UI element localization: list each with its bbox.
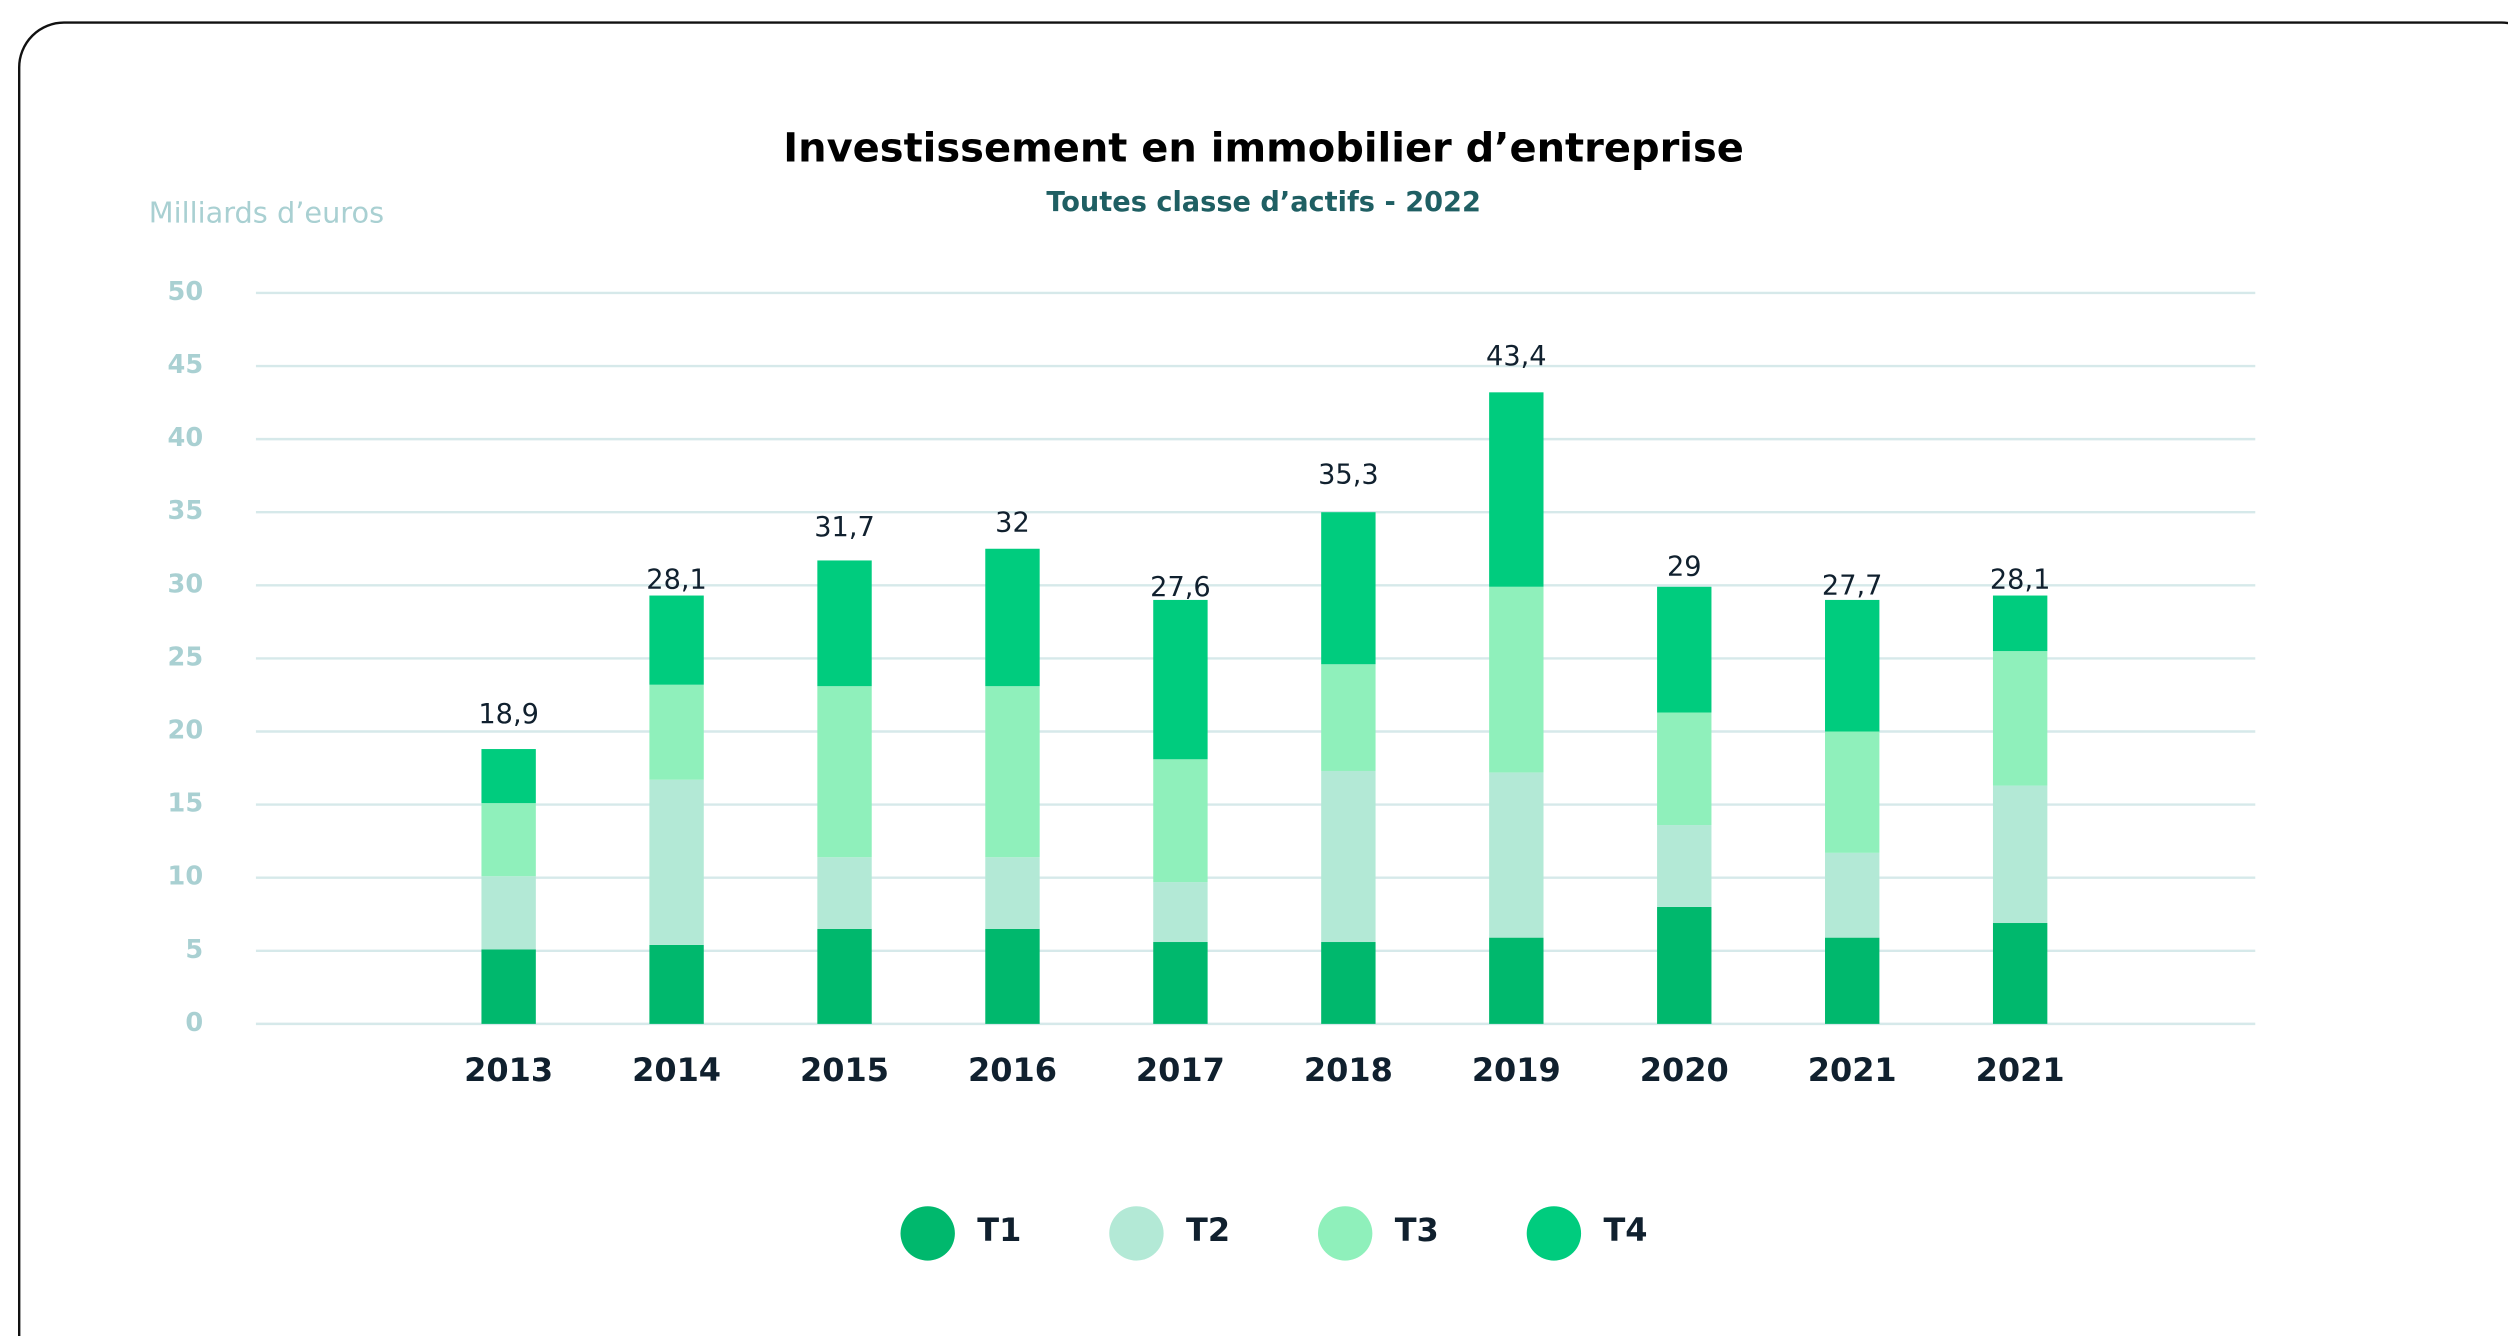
legend-label: T1 — [977, 1211, 1021, 1249]
bar-segment — [817, 857, 872, 929]
total-label: 18,9 — [478, 699, 539, 730]
bar-segment — [1321, 770, 1376, 943]
y-tick-label: 15 — [168, 789, 204, 819]
bar-segment — [985, 548, 1040, 687]
y-tick-label: 35 — [168, 496, 204, 526]
y-tick-label: 30 — [168, 569, 204, 599]
bar-segment — [1825, 731, 1880, 853]
y-tick-label: 20 — [168, 715, 204, 745]
bar-segment — [817, 560, 872, 687]
x-tick-label: 2021 — [1976, 1051, 2065, 1089]
bar-segment — [649, 779, 704, 945]
bar-segment — [1489, 586, 1544, 773]
bar-segment — [985, 857, 1040, 929]
y-tick-label: 5 — [185, 935, 203, 965]
bar-segment — [1657, 906, 1712, 1024]
legend-swatch — [1526, 1206, 1582, 1261]
bar-segment — [1153, 882, 1208, 943]
bar-segment — [481, 803, 536, 877]
bar-segment — [1321, 942, 1376, 1024]
bar-segment — [1321, 512, 1376, 665]
bar-segment — [1992, 595, 2048, 652]
legend-label: T3 — [1395, 1211, 1439, 1249]
y-axis-label: Milliards d’euros — [149, 196, 384, 230]
total-label: 27,6 — [1150, 572, 1211, 603]
bar-segment — [817, 928, 872, 1024]
bar-segment — [1153, 599, 1208, 760]
bar-segment — [1657, 825, 1712, 907]
x-tick-label: 2014 — [632, 1051, 721, 1089]
legend-swatch — [1109, 1206, 1164, 1261]
total-label: 43,4 — [1486, 341, 1547, 372]
y-tick-label: 50 — [168, 277, 204, 307]
x-tick-label: 2015 — [800, 1051, 889, 1089]
bar-segment — [1153, 942, 1208, 1024]
bar-segment — [985, 928, 1040, 1024]
card — [18, 21, 2508, 1336]
legend-label: T2 — [1186, 1211, 1230, 1249]
bar-segment — [649, 944, 704, 1024]
bar-segment — [1489, 392, 1544, 587]
x-tick-label: 2021 — [1808, 1051, 1897, 1089]
bar-segment — [481, 949, 536, 1024]
bar-segment — [1992, 923, 2048, 1024]
bar-segment — [1489, 772, 1544, 938]
bar-segment — [1825, 599, 1880, 732]
y-tick-label: 10 — [168, 862, 204, 892]
x-tick-label: 2013 — [464, 1051, 553, 1089]
bar-segment — [1825, 937, 1880, 1024]
bar-segment — [1153, 759, 1208, 883]
legend-swatch — [900, 1206, 955, 1261]
bar-segment — [1992, 651, 2048, 786]
y-tick-label: 45 — [168, 350, 204, 380]
legend-swatch — [1317, 1206, 1373, 1261]
y-tick-label: 25 — [168, 642, 204, 672]
total-label: 27,7 — [1822, 570, 1883, 601]
bar-segment — [649, 684, 704, 780]
legend-label: T4 — [1603, 1211, 1647, 1249]
total-label: 32 — [995, 508, 1030, 539]
total-label: 28,1 — [646, 565, 707, 596]
x-tick-label: 2019 — [1472, 1051, 1561, 1089]
bar-segment — [1657, 712, 1712, 826]
y-tick-label: 40 — [168, 423, 204, 453]
bar-segment — [1825, 852, 1880, 938]
bar-segment — [1321, 664, 1376, 771]
bar-segment — [1992, 785, 2048, 924]
x-tick-label: 2017 — [1136, 1051, 1225, 1089]
bar-segment — [985, 686, 1040, 858]
bar-segment — [1489, 937, 1544, 1024]
total-label: 31,7 — [814, 512, 875, 543]
chart-subtitle: Toutes classe d’actifs - 2022 — [1046, 187, 1481, 218]
bar-segment — [649, 595, 704, 685]
bar-segment — [481, 749, 536, 804]
bar-segment — [1657, 586, 1712, 713]
y-tick-label: 0 — [185, 1008, 203, 1038]
chart-title: Investissement en immobilier d’entrepris… — [783, 126, 1744, 172]
bar-segment — [481, 876, 536, 950]
total-label: 28,1 — [1990, 565, 2051, 596]
x-tick-label: 2018 — [1304, 1051, 1393, 1089]
total-label: 29 — [1667, 551, 1702, 582]
bar-segment — [817, 686, 872, 858]
x-tick-label: 2020 — [1640, 1051, 1729, 1089]
x-tick-label: 2016 — [968, 1051, 1057, 1089]
total-label: 35,3 — [1318, 459, 1379, 490]
